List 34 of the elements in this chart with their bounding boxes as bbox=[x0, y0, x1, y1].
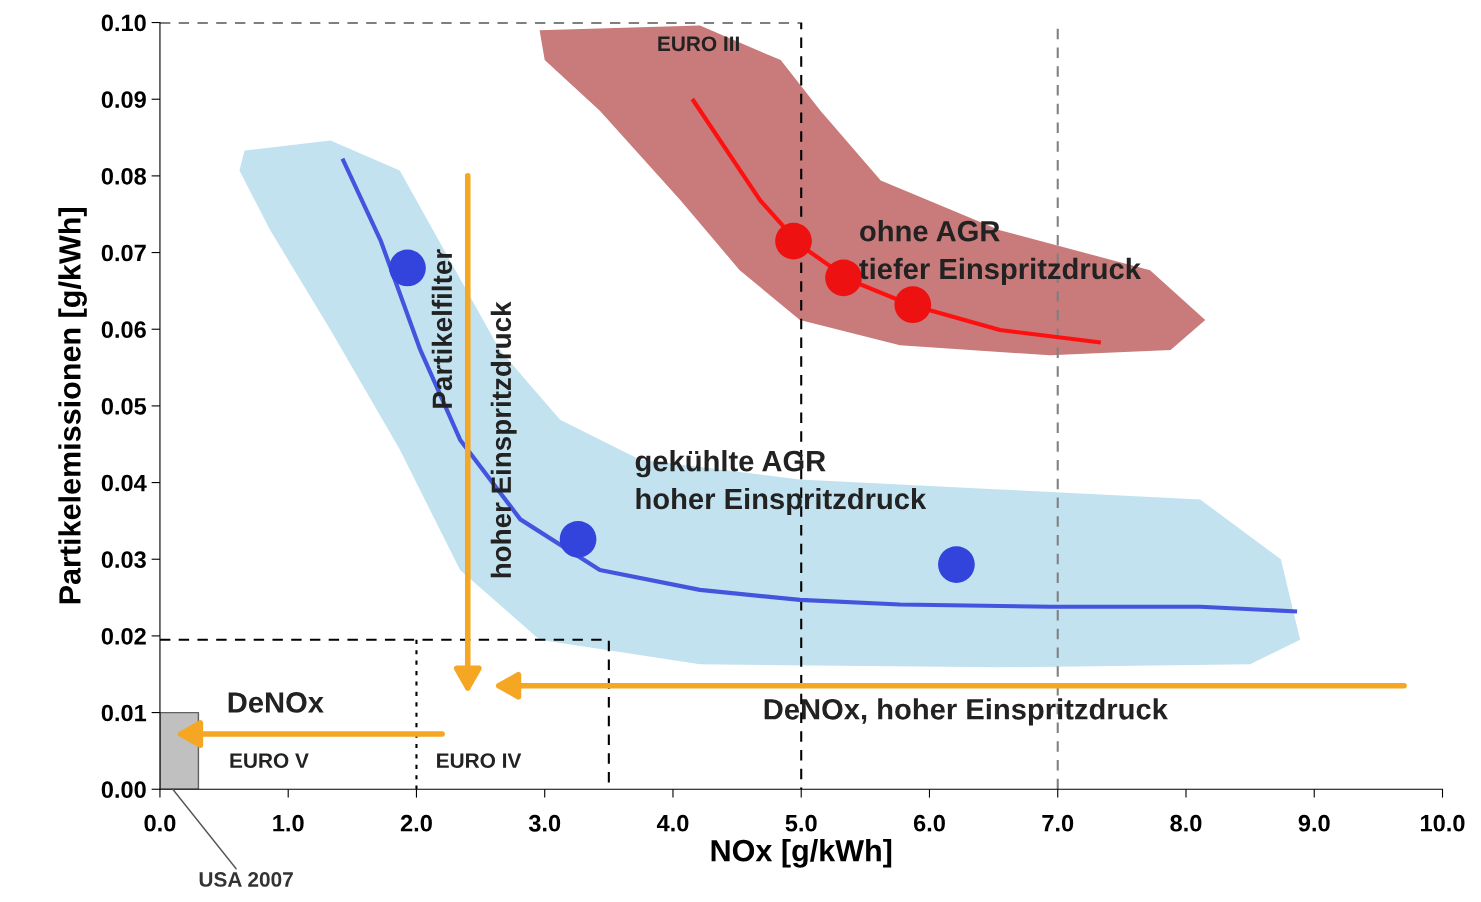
annotation: DeNOx, hoher Einspritzdruck bbox=[764, 698, 1168, 726]
y-tick-label: 0.10 bbox=[101, 14, 146, 32]
x-tick-label: 7.0 bbox=[1042, 814, 1074, 832]
y-tick-label: 0.05 bbox=[101, 397, 147, 415]
y-tick-label: 0.09 bbox=[101, 91, 146, 109]
x-tick-label: 9.0 bbox=[1298, 814, 1330, 832]
x-tick-label: 2.0 bbox=[400, 814, 432, 832]
x-tick-label: 6.0 bbox=[913, 814, 945, 832]
annotation: EURO IV bbox=[437, 753, 522, 769]
x-tick-label: 0.0 bbox=[144, 814, 176, 832]
y-tick-label: 0.00 bbox=[101, 781, 146, 799]
annotation: Partikelfilter bbox=[431, 249, 453, 408]
annotation: gekühlte AGR hoher Einspritzdruck bbox=[635, 450, 927, 516]
y-axis-title: Partikelemissionen [g/kWh] bbox=[58, 208, 87, 604]
x-tick-label: 4.0 bbox=[656, 814, 689, 832]
annotation: DeNOx bbox=[228, 692, 324, 713]
x-tick-label: 1.0 bbox=[273, 814, 304, 832]
annotation: USA 2007 bbox=[199, 872, 293, 887]
x-tick-label: 5.0 bbox=[785, 814, 817, 832]
x-tick-label: 10.0 bbox=[1421, 814, 1465, 832]
x-axis-title: NOx [g/kWh] bbox=[711, 839, 892, 868]
annotation: EURO V bbox=[230, 753, 309, 769]
y-tick-label: 0.08 bbox=[101, 167, 147, 185]
y-tick-label: 0.06 bbox=[101, 321, 146, 339]
annotation: EURO III bbox=[658, 36, 739, 52]
x-tick-label: 3.0 bbox=[528, 814, 561, 832]
y-tick-label: 0.01 bbox=[101, 704, 147, 722]
annotation: ohne AGR tiefer Einspritzdruck bbox=[859, 220, 1141, 286]
y-tick-label: 0.04 bbox=[101, 474, 147, 492]
y-tick-label: 0.03 bbox=[101, 551, 146, 569]
x-tick-label: 8.0 bbox=[1170, 814, 1202, 832]
y-tick-label: 0.07 bbox=[101, 244, 146, 262]
annotation: hoher Einspritzdruck bbox=[490, 301, 517, 578]
y-tick-label: 0.02 bbox=[101, 627, 146, 645]
